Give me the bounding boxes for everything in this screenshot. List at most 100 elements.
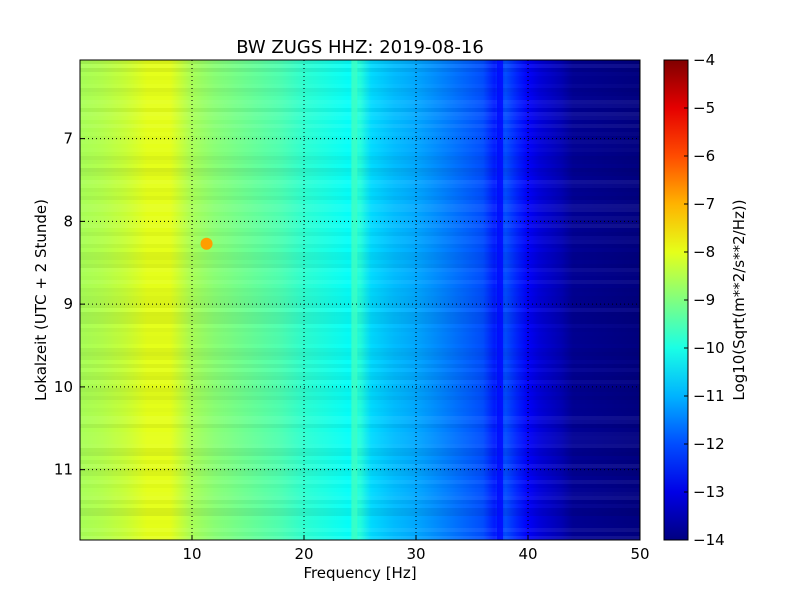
plot-frame [79, 59, 641, 541]
spectrogram-band [80, 264, 640, 268]
spectrogram-band [80, 472, 640, 476]
spectrogram-band [80, 320, 640, 324]
spectrogram-band [80, 288, 640, 292]
y-axis-label: Lokalzeit (UTC + 2 Stunde) [32, 199, 50, 401]
plot-area: 10 20 30 40 50 7 8 9 10 11 [54, 59, 650, 563]
spectrogram-band [80, 368, 640, 372]
spectrogram-band [80, 300, 640, 304]
spectrogram-band [80, 160, 640, 164]
spectrogram-band [80, 184, 640, 188]
spectrogram-band [80, 88, 640, 92]
spectrogram-band [80, 336, 640, 340]
spectrogram-band [80, 460, 640, 464]
spectrogram-band [80, 400, 640, 404]
colorbar-tick-label: −11 [693, 387, 725, 405]
spectrogram-band [80, 404, 640, 408]
colorbar-tick-label: −4 [693, 51, 715, 69]
spectrogram-band [80, 168, 640, 172]
spectrogram-band [80, 64, 640, 68]
colorbar-tick-label: −13 [693, 483, 725, 501]
spectrogram-band [80, 344, 640, 348]
spectrogram-band [80, 120, 640, 124]
spectrogram-band [80, 416, 640, 420]
spectrogram-band [80, 72, 640, 76]
annotation-layer [200, 60, 503, 540]
spectrogram-band [80, 440, 640, 444]
spectrogram-band [80, 188, 640, 192]
spectrogram-band [80, 176, 640, 180]
spectrogram-band [80, 492, 640, 496]
spectrogram-band [80, 240, 640, 244]
spectrogram-band [80, 280, 640, 284]
y-tick-label: 10 [54, 378, 73, 396]
colorbar: −14 −13 −12 −11 −10 −9 −8 −7 −6 −5 −4 [663, 51, 725, 549]
spectrogram-band [80, 520, 640, 524]
spectrogram-band [80, 484, 640, 488]
x-tick-label: 50 [630, 545, 649, 563]
spectrogram-band [80, 256, 640, 260]
spectrogram-band [80, 340, 640, 344]
spectrogram-band [80, 228, 640, 232]
spectrogram-band [80, 128, 640, 132]
x-tick-label: 20 [294, 545, 313, 563]
spectrogram-band [80, 408, 640, 412]
colorbar-ticks: −14 −13 −12 −11 −10 −9 −8 −7 −6 −5 −4 [684, 51, 725, 549]
spectrogram-band [80, 376, 640, 380]
spectrogram-band [80, 324, 640, 328]
spectrogram-band [80, 212, 640, 216]
x-tick-label: 40 [518, 545, 537, 563]
spectrogram-band [80, 172, 640, 176]
spectrogram-band [80, 420, 640, 424]
spectrogram-band [80, 80, 640, 84]
x-axis-ticks: 10 20 30 40 50 [182, 535, 650, 563]
spectrogram-band [80, 260, 640, 264]
spectrogram-band [80, 60, 640, 64]
spectrogram-band [80, 196, 640, 200]
y-tick-label: 11 [54, 461, 73, 479]
spectrogram-band [80, 136, 640, 140]
spectrogram-band [80, 436, 640, 440]
spectrogram-band [80, 268, 640, 272]
colorbar-label: Log10(Sqrt(m**2/s**2/Hz)) [730, 199, 748, 400]
spectrogram-band [80, 272, 640, 276]
spectrogram-band [80, 380, 640, 384]
spectrogram-band [80, 508, 640, 512]
colorbar-tick-label: −7 [693, 195, 715, 213]
colorbar-tick-label: −12 [693, 435, 725, 453]
spectrogram-band [80, 156, 640, 160]
spectrogram-band [80, 360, 640, 364]
chart-title: BW ZUGS HHZ: 2019-08-16 [236, 37, 484, 58]
x-axis-label: Frequency [Hz] [303, 564, 416, 582]
spectrogram-band [80, 76, 640, 80]
spectrogram-band [80, 528, 640, 532]
spectrogram-band [80, 236, 640, 240]
spectrogram-band [80, 220, 640, 224]
spectrogram-band [80, 284, 640, 288]
spectrogram-band [80, 356, 640, 360]
spectrogram-band [80, 296, 640, 300]
spectrogram-band [80, 84, 640, 88]
colorbar-tick-label: −6 [693, 147, 715, 165]
spectrogram-band [80, 524, 640, 528]
grid-lines [80, 60, 640, 540]
spectrogram-band [80, 496, 640, 500]
spectrogram-band [80, 536, 640, 540]
y-tick-label: 7 [63, 130, 73, 148]
spectrogram-band [80, 452, 640, 456]
spectrogram-band [80, 180, 640, 184]
spectrogram-band [80, 312, 640, 316]
spectrogram-band [80, 388, 640, 392]
spectrogram-band [80, 308, 640, 312]
spectrogram-band [80, 112, 640, 116]
spectrogram-band [80, 316, 640, 320]
colorbar-tick-label: −5 [693, 99, 715, 117]
spectrogram-band [80, 104, 640, 108]
spectrogram-band [80, 108, 640, 112]
spectrogram-band [80, 412, 640, 416]
spectrogram-band [80, 444, 640, 448]
spectrogram-band [80, 200, 640, 204]
spectrogram-band [80, 396, 640, 400]
spectrogram-band [80, 248, 640, 252]
spectrogram-band [80, 372, 640, 376]
spectrogram-band [80, 124, 640, 128]
